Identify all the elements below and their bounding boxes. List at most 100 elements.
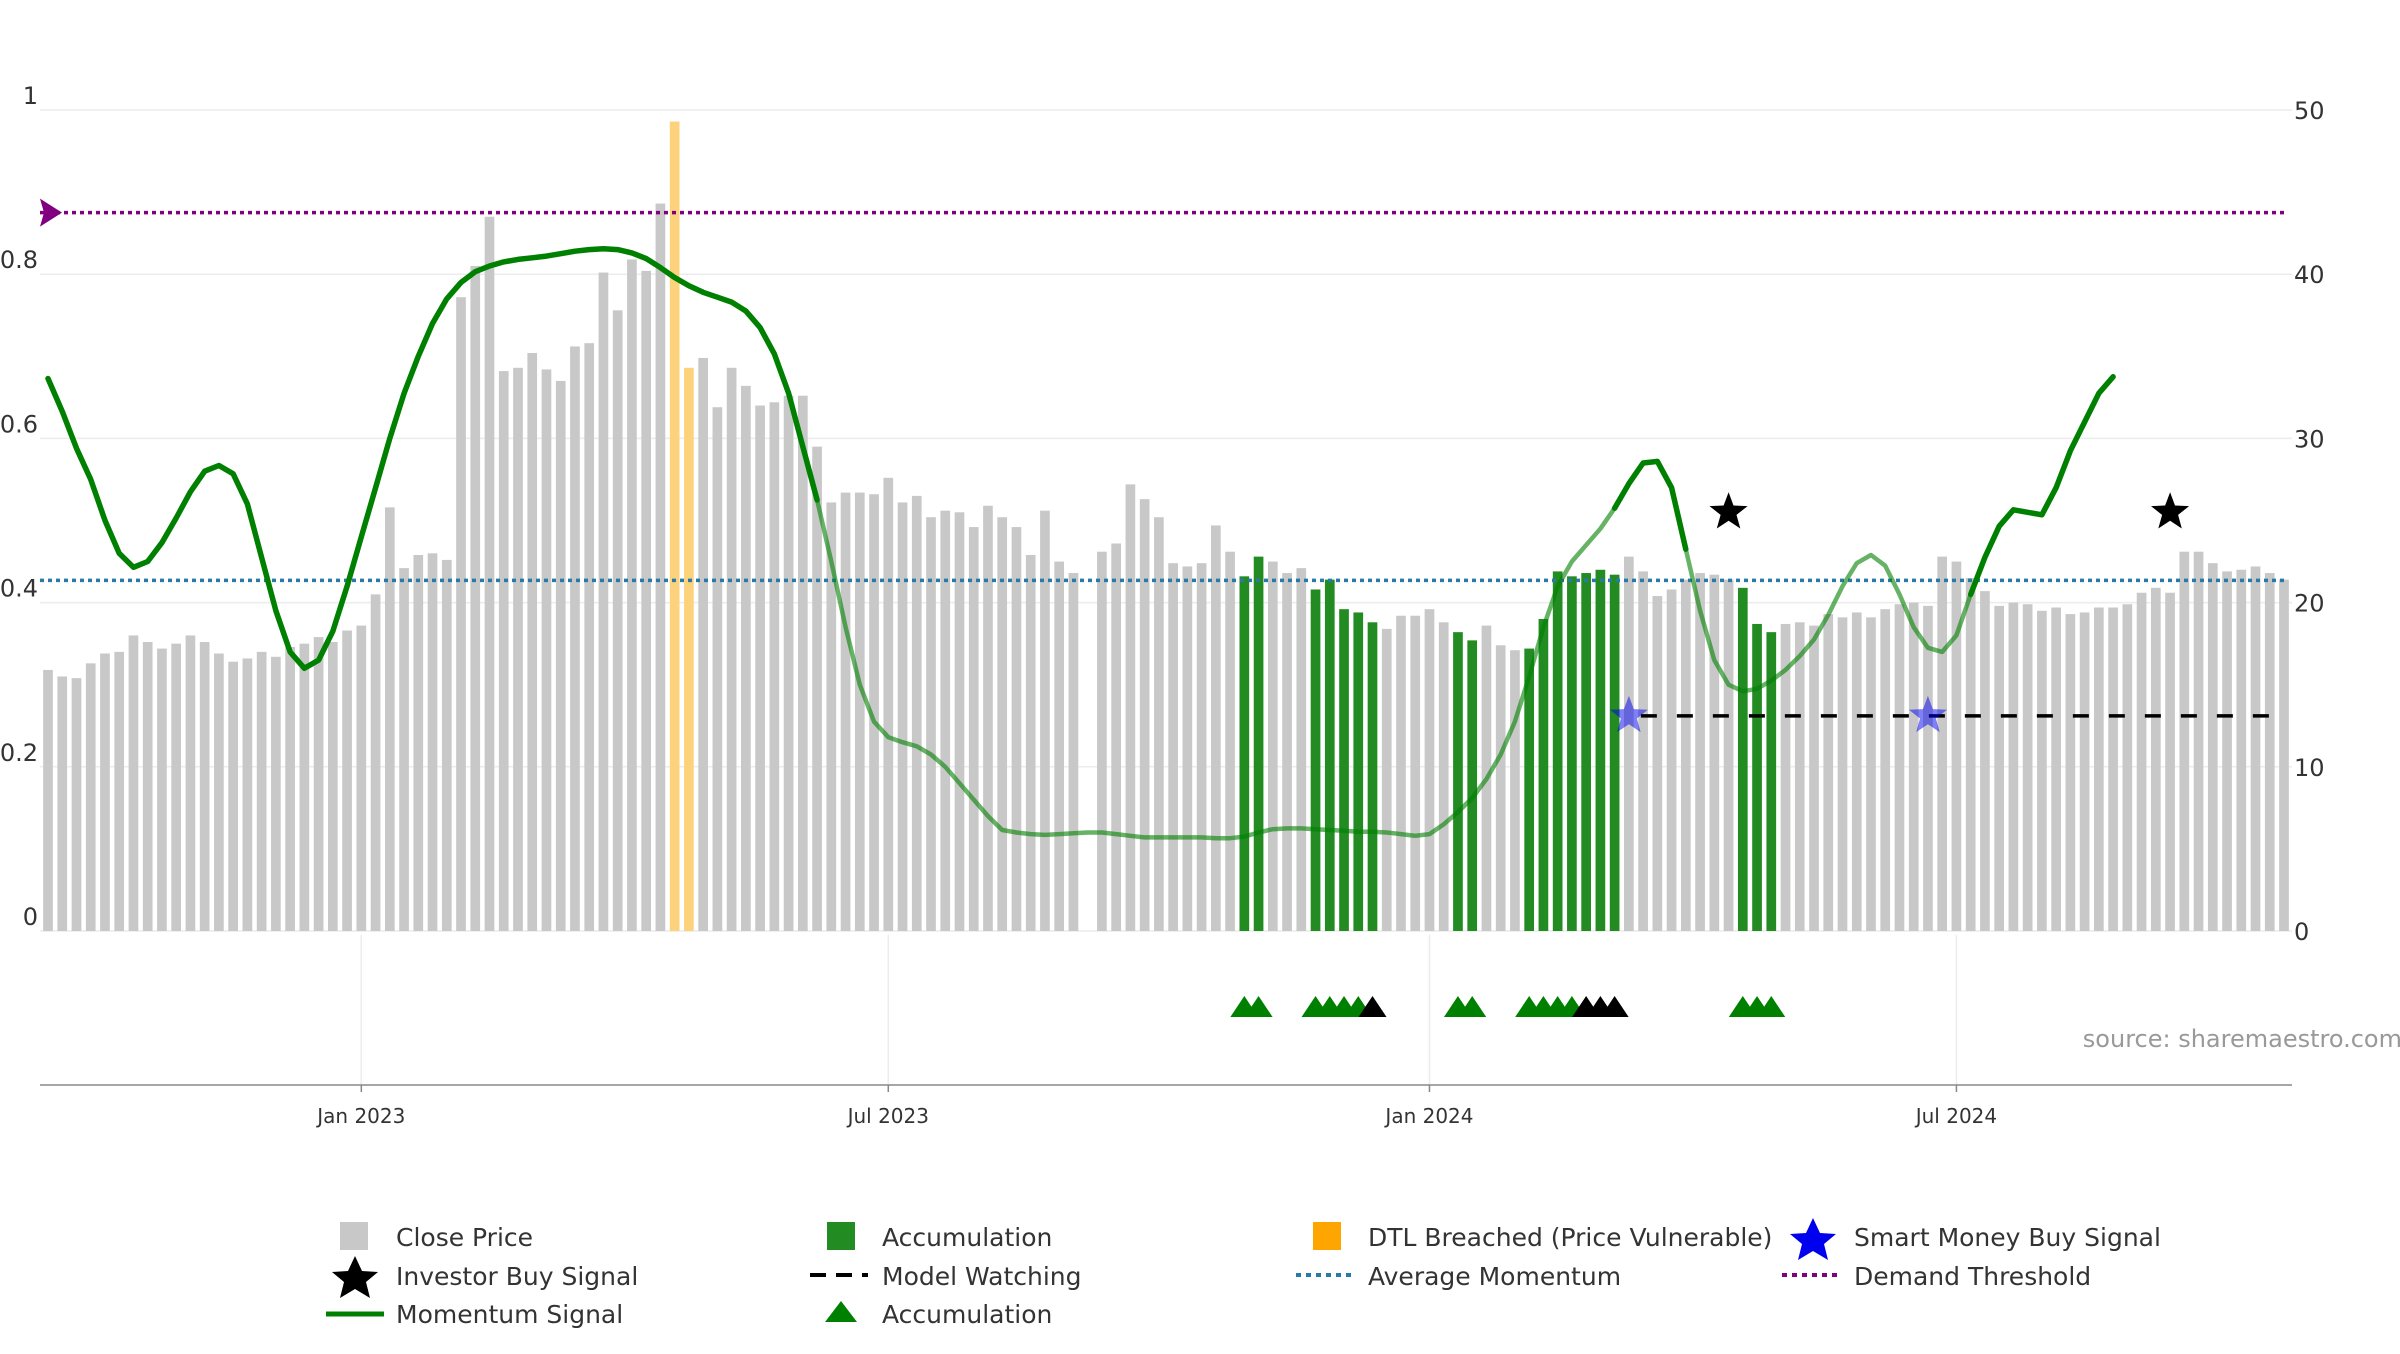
close-price-bar	[1723, 579, 1734, 931]
legend-label: Model Watching	[882, 1262, 1082, 1291]
close-price-bar	[1196, 563, 1207, 931]
demand-threshold-marker	[40, 198, 62, 227]
close-price-bar	[883, 477, 894, 931]
close-price-bar	[783, 395, 794, 931]
accumulation-triangles	[1230, 996, 1786, 1017]
close-price-bar	[641, 270, 652, 931]
close-price-bar	[541, 369, 552, 931]
right-tick-label: 50	[2294, 97, 2325, 125]
close-price-bar	[769, 402, 780, 931]
dtl-breached-swatch	[1313, 1222, 1341, 1250]
close-price-bar	[2193, 551, 2204, 931]
legend-item-model-watching: Model Watching	[810, 1262, 1082, 1291]
accumulation-bar	[1467, 640, 1478, 931]
accumulation-bar	[1310, 589, 1321, 931]
legend-item-demand-threshold: Demand Threshold	[1782, 1262, 2091, 1291]
legend-label: Momentum Signal	[396, 1300, 623, 1329]
accumulation-bar	[1324, 579, 1335, 931]
close-price-bar	[612, 310, 623, 932]
close-price-bar	[1111, 543, 1121, 931]
close-price-bar	[214, 653, 224, 931]
close-price-bar	[2236, 569, 2247, 931]
close-price-bar	[327, 642, 338, 931]
close-price-bar	[1652, 596, 1663, 931]
close-price-bar	[926, 517, 936, 931]
close-price-bar	[954, 512, 965, 931]
legend-label: Investor Buy Signal	[396, 1262, 638, 1291]
close-price-bar	[498, 371, 509, 931]
close-price-bar	[1054, 561, 1065, 931]
close-price-bar	[57, 676, 68, 931]
close-price-bar	[1139, 499, 1150, 931]
close-price-bar	[128, 635, 139, 931]
close-price-bar	[2264, 573, 2275, 931]
close-price-bar	[598, 272, 609, 932]
x-tick-label: Jan 2024	[1383, 1104, 1473, 1128]
close-price-bar	[1068, 573, 1079, 931]
accumulation-triangle-marker	[1757, 996, 1786, 1017]
close-price-bar	[1937, 556, 1948, 931]
close-price-bar	[698, 357, 708, 931]
close-price-bar	[1965, 577, 1976, 931]
close-price-bar	[1837, 617, 1848, 931]
close-price-bar	[285, 646, 295, 931]
close-price-bar	[797, 395, 808, 931]
close-price-bar	[1040, 510, 1050, 931]
accumulation-bar	[1367, 622, 1378, 931]
close-price-bar	[313, 637, 324, 931]
accumulation-bar	[1453, 632, 1463, 931]
close-price-bar	[1267, 561, 1278, 931]
close-price-bar	[384, 507, 395, 931]
close-price-bar	[1282, 573, 1292, 931]
close-price-bar	[527, 353, 538, 931]
smart-money-star	[1908, 695, 1947, 733]
close-price-bar	[2165, 592, 2175, 931]
momentum-line-weak	[1683, 546, 1973, 694]
close-price-bar	[911, 495, 922, 931]
close-price-bar	[342, 630, 352, 931]
close-price-bar	[968, 527, 979, 931]
right-tick-label: 20	[2294, 590, 2325, 618]
accumulation-swatch	[827, 1222, 855, 1250]
close-price-bar	[299, 643, 310, 931]
close-price-bar	[1951, 561, 1962, 931]
legend-item-accumulation-bar: Accumulation	[827, 1222, 1052, 1252]
close-price-bar	[1495, 645, 1506, 931]
close-price-bar	[1168, 563, 1178, 931]
momentum-line-weak	[814, 497, 1617, 841]
close-price-bar	[114, 651, 125, 931]
close-price-bar	[1994, 605, 2005, 931]
close-price-bar	[655, 203, 666, 931]
close-price-bar	[1923, 605, 1933, 931]
close-price-bar	[1666, 589, 1677, 931]
left-tick-label: 0.6	[0, 410, 38, 438]
close-price-bar	[484, 216, 495, 932]
accumulation-triangle-marker	[1458, 996, 1487, 1017]
close-price-bar	[854, 492, 865, 931]
close-price-bar	[1410, 615, 1421, 931]
close-price-bar	[399, 568, 409, 931]
close-price-bar	[1025, 554, 1036, 931]
close-price-bar	[242, 658, 253, 931]
close-price-bar	[741, 385, 751, 932]
right-tick-label: 10	[2294, 754, 2325, 782]
close-price-bar	[456, 297, 466, 931]
legend-item-momentum: Momentum Signal	[326, 1300, 623, 1329]
accumulation-bar	[1552, 571, 1563, 931]
close-price-swatch	[340, 1222, 368, 1250]
dtl-breached-bar	[684, 367, 694, 931]
close-price-bar	[413, 554, 424, 931]
star-icon	[1790, 1218, 1836, 1260]
accumulation-bar	[1737, 587, 1748, 931]
momentum-line-strong	[1967, 374, 2116, 598]
close-price-bars	[43, 121, 2289, 932]
black-triangle-marker	[1600, 996, 1629, 1017]
close-price-bar	[85, 663, 96, 931]
momentum-line-strong	[45, 245, 820, 672]
right-tick-label: 30	[2294, 425, 2325, 453]
legend-label: Demand Threshold	[1854, 1262, 2091, 1291]
investor-buy-star	[2151, 492, 2190, 529]
close-price-bar	[1296, 568, 1307, 931]
close-price-bar	[826, 502, 837, 931]
